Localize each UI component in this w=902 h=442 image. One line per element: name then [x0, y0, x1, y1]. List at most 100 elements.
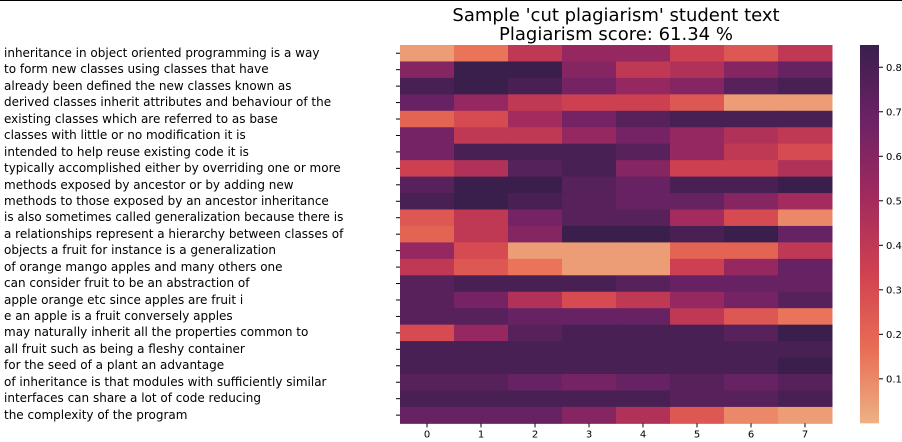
heatmap-cell [670, 127, 725, 145]
heatmap-cell [400, 193, 455, 210]
heatmap-cell [778, 143, 833, 161]
heatmap-cell [616, 77, 671, 95]
heatmap-cell [670, 275, 725, 293]
heatmap-cell [670, 45, 725, 62]
heatmap-cell [724, 61, 779, 79]
heatmap-cell [616, 143, 671, 161]
heatmap-cell [562, 225, 617, 243]
heatmap-cell [508, 193, 563, 210]
heatmap-cell [778, 324, 833, 342]
heatmap-cell [724, 209, 779, 227]
colorbar-tick-label: 0.7 [886, 107, 902, 118]
heatmap-cell [508, 225, 563, 243]
colorbar-tick-label: 0.3 [886, 285, 902, 296]
heatmap-cell [400, 225, 455, 243]
text-line-list: inheritance in object oriented programmi… [4, 45, 343, 423]
heatmap-cell [400, 209, 455, 227]
heatmap-cell [616, 160, 671, 178]
text-line: is also sometimes called generalization … [4, 210, 344, 225]
text-line: interfaces can share a lot of code reduc… [4, 391, 261, 406]
heatmap-cell [670, 374, 725, 391]
heatmap-cell [616, 242, 671, 260]
heatmap-cell [724, 374, 779, 391]
heatmap-cell [508, 324, 563, 342]
heatmap-cell [454, 110, 509, 128]
heatmap-cell [778, 258, 833, 276]
text-line: a relationships represent a hierarchy be… [4, 226, 344, 241]
text-line: all fruit such as being a fleshy contain… [4, 341, 245, 356]
heatmap-cell [778, 193, 833, 210]
heatmap-cell [454, 308, 509, 326]
heatmap-cell [724, 225, 779, 243]
heatmap-cell [400, 45, 455, 62]
heatmap-cell [670, 209, 725, 227]
heatmap-cell [454, 94, 509, 112]
heatmap-cell [616, 308, 671, 326]
heatmap-cell [508, 291, 563, 309]
heatmap-cell [616, 258, 671, 276]
heatmap-cell [724, 193, 779, 210]
heatmap-cell [616, 94, 671, 112]
heatmap-cell [670, 176, 725, 194]
heatmap-cell [454, 61, 509, 79]
heatmap-cell [400, 61, 455, 79]
text-line: derived classes inherit attributes and b… [4, 95, 332, 110]
heatmap-cell [454, 390, 509, 408]
x-tick-label: 3 [586, 429, 592, 440]
heatmap-cell [400, 275, 455, 293]
heatmap-cell [562, 127, 617, 145]
heatmap-cell [670, 324, 725, 342]
heatmap-cell [454, 160, 509, 178]
heatmap-cell [724, 357, 779, 375]
top-border-line [0, 0, 902, 1]
x-tick-label: 4 [640, 429, 646, 440]
heatmap-cell [778, 209, 833, 227]
heatmap-cell [670, 291, 725, 309]
heatmap-cell [670, 390, 725, 408]
colorbar [860, 45, 879, 424]
heatmap-cell [562, 357, 617, 375]
heatmap-cell [724, 143, 779, 161]
heatmap-cell [724, 390, 779, 408]
heatmap-cell [562, 160, 617, 178]
heatmap-cell [724, 258, 779, 276]
heatmap-cell [616, 324, 671, 342]
heatmap-cell [724, 275, 779, 293]
chart-title: Sample 'cut plagiarism' student text [452, 5, 780, 26]
heatmap-cell [508, 160, 563, 178]
heatmap-cell [508, 209, 563, 227]
heatmap-cell [778, 374, 833, 391]
heatmap-cell [508, 258, 563, 276]
text-line: objects a fruit for instance is a genera… [4, 243, 276, 258]
heatmap-cell [562, 193, 617, 210]
x-tick-label: 5 [694, 429, 700, 440]
heatmap-cell [724, 324, 779, 342]
heatmap-cell [562, 406, 617, 424]
heatmap-cell [724, 308, 779, 326]
text-line: intended to help reuse existing code it … [4, 144, 249, 159]
heatmap-cell [562, 390, 617, 408]
heatmap-cell [778, 308, 833, 326]
heatmap-cell [616, 291, 671, 309]
heatmap-cell [778, 45, 833, 62]
heatmap-cell [400, 406, 455, 424]
heatmap-cell [454, 242, 509, 260]
heatmap-cell [670, 143, 725, 161]
heatmap-cell [454, 143, 509, 161]
heatmap-cell [778, 341, 833, 359]
heatmap-cell [400, 94, 455, 112]
heatmap-cell [778, 357, 833, 375]
heatmap-cell [454, 225, 509, 243]
x-tick-label: 1 [478, 429, 484, 440]
heatmap-cell [616, 390, 671, 408]
heatmap-cell [778, 176, 833, 194]
heatmap-cell [616, 406, 671, 424]
heatmap-cell [778, 94, 833, 112]
heatmap-cell [616, 110, 671, 128]
heatmap-cell [454, 127, 509, 145]
heatmap-cell [562, 275, 617, 293]
heatmap-cell [400, 341, 455, 359]
heatmap-cell [400, 374, 455, 391]
heatmap-cell [454, 77, 509, 95]
colorbar-tick-label: 0.8 [886, 63, 902, 74]
